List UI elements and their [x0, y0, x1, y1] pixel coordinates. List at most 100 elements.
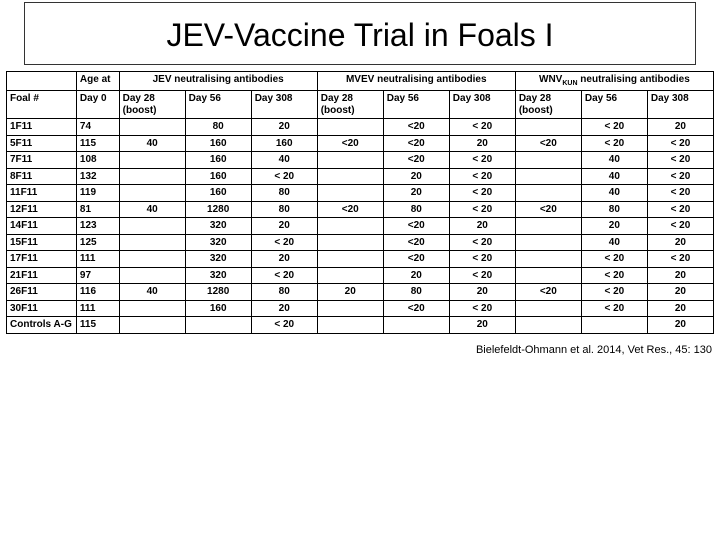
header-day-row: Foal # Day 0 Day 28 (boost) Day 56 Day 3…	[7, 91, 714, 119]
header-mvev-d28: Day 28 (boost)	[317, 91, 383, 119]
cell-day0: 115	[76, 317, 119, 334]
cell-m56: <20	[383, 234, 449, 251]
cell-foal: 26F11	[7, 284, 77, 301]
cell-day0: 74	[76, 119, 119, 136]
cell-w56: 20	[581, 218, 647, 235]
cell-j56: 160	[185, 135, 251, 152]
cell-j28	[119, 119, 185, 136]
cell-w28: <20	[515, 135, 581, 152]
cell-m308: < 20	[449, 119, 515, 136]
header-jev-d56: Day 56	[185, 91, 251, 119]
cell-j28	[119, 267, 185, 284]
header-foal: Foal #	[7, 91, 77, 119]
cell-j308: 80	[251, 284, 317, 301]
cell-j28	[119, 300, 185, 317]
cell-j56: 80	[185, 119, 251, 136]
data-table: Age at JEV neutralising antibodies MVEV …	[6, 71, 714, 334]
cell-w28	[515, 152, 581, 169]
page-title: JEV-Vaccine Trial in Foals I	[24, 2, 696, 65]
cell-day0: 125	[76, 234, 119, 251]
cell-m28	[317, 119, 383, 136]
cell-m308: 20	[449, 218, 515, 235]
cell-j56: 320	[185, 267, 251, 284]
cell-m308: 20	[449, 135, 515, 152]
table-row: 7F1110816040<20< 2040< 20	[7, 152, 714, 169]
cell-w56: 40	[581, 152, 647, 169]
cell-w28	[515, 300, 581, 317]
cell-m28	[317, 185, 383, 202]
cell-m56: 80	[383, 284, 449, 301]
table-row: 14F1112332020<202020< 20	[7, 218, 714, 235]
cell-w308: 20	[647, 300, 713, 317]
cell-m56: 20	[383, 168, 449, 185]
header-wnv-d28: Day 28 (boost)	[515, 91, 581, 119]
cell-m28: 20	[317, 284, 383, 301]
cell-m308: < 20	[449, 168, 515, 185]
cell-w56	[581, 317, 647, 334]
table-row: 17F1111132020<20< 20< 20< 20	[7, 251, 714, 268]
cell-j28	[119, 251, 185, 268]
cell-day0: 111	[76, 251, 119, 268]
table-row: 26F1111640128080208020<20< 2020	[7, 284, 714, 301]
cell-m308: < 20	[449, 201, 515, 218]
header-jev-d28: Day 28 (boost)	[119, 91, 185, 119]
table-row: 5F1111540160160<20<2020<20< 20< 20	[7, 135, 714, 152]
cell-m56: 20	[383, 267, 449, 284]
cell-m28	[317, 168, 383, 185]
cell-j308: 40	[251, 152, 317, 169]
cell-w28	[515, 267, 581, 284]
cell-m28	[317, 300, 383, 317]
cell-j28	[119, 218, 185, 235]
table-row: 1F11748020<20< 20< 2020	[7, 119, 714, 136]
cell-w28	[515, 251, 581, 268]
header-blank	[7, 72, 77, 91]
cell-m308: < 20	[449, 185, 515, 202]
cell-j56: 320	[185, 218, 251, 235]
cell-m56: 80	[383, 201, 449, 218]
cell-w308: < 20	[647, 251, 713, 268]
cell-j56: 1280	[185, 284, 251, 301]
cell-j308: 160	[251, 135, 317, 152]
header-wnv: WNVKUN neutralising antibodies	[515, 72, 713, 91]
cell-j308: 20	[251, 218, 317, 235]
cell-j56: 1280	[185, 201, 251, 218]
cell-foal: 17F11	[7, 251, 77, 268]
cell-foal: 15F11	[7, 234, 77, 251]
cell-day0: 108	[76, 152, 119, 169]
cell-j28	[119, 317, 185, 334]
cell-j308: 20	[251, 251, 317, 268]
header-jev: JEV neutralising antibodies	[119, 72, 317, 91]
table-row: 30F1111116020<20< 20< 2020	[7, 300, 714, 317]
cell-j56: 160	[185, 185, 251, 202]
cell-j28	[119, 234, 185, 251]
cell-j308: 80	[251, 201, 317, 218]
cell-m56: <20	[383, 119, 449, 136]
cell-foal: 14F11	[7, 218, 77, 235]
cell-w28	[515, 218, 581, 235]
cell-day0: 115	[76, 135, 119, 152]
cell-w308: < 20	[647, 168, 713, 185]
cell-w56: < 20	[581, 251, 647, 268]
cell-w308: < 20	[647, 218, 713, 235]
cell-w308: < 20	[647, 201, 713, 218]
cell-j56: 320	[185, 251, 251, 268]
cell-m56: <20	[383, 251, 449, 268]
cell-day0: 119	[76, 185, 119, 202]
cell-m308: < 20	[449, 300, 515, 317]
cell-w56: < 20	[581, 119, 647, 136]
cell-j28	[119, 185, 185, 202]
cell-foal: 5F11	[7, 135, 77, 152]
cell-j28: 40	[119, 201, 185, 218]
cell-m308: 20	[449, 317, 515, 334]
cell-m28	[317, 152, 383, 169]
cell-foal: 7F11	[7, 152, 77, 169]
cell-j308: 80	[251, 185, 317, 202]
cell-foal: 12F11	[7, 201, 77, 218]
cell-m308: < 20	[449, 251, 515, 268]
cell-w56: 40	[581, 234, 647, 251]
cell-j308: < 20	[251, 168, 317, 185]
cell-foal: 11F11	[7, 185, 77, 202]
table-row: 15F11125320< 20<20< 204020	[7, 234, 714, 251]
cell-day0: 97	[76, 267, 119, 284]
cell-w308: 20	[647, 317, 713, 334]
